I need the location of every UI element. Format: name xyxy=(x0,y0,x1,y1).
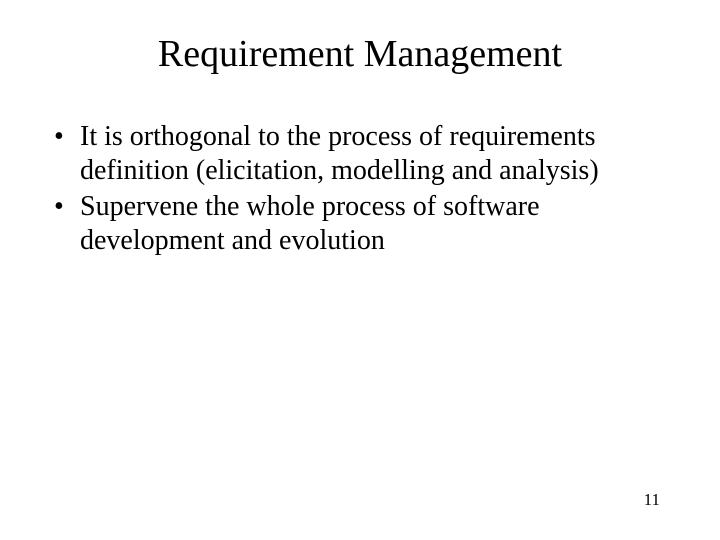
bullet-list: It is orthogonal to the process of requi… xyxy=(0,84,720,259)
page-number: 11 xyxy=(644,490,660,510)
slide-title: Requirement Management xyxy=(0,0,720,84)
bullet-item: Supervene the whole process of software … xyxy=(54,190,660,258)
bullet-item: It is orthogonal to the process of requi… xyxy=(54,120,660,188)
